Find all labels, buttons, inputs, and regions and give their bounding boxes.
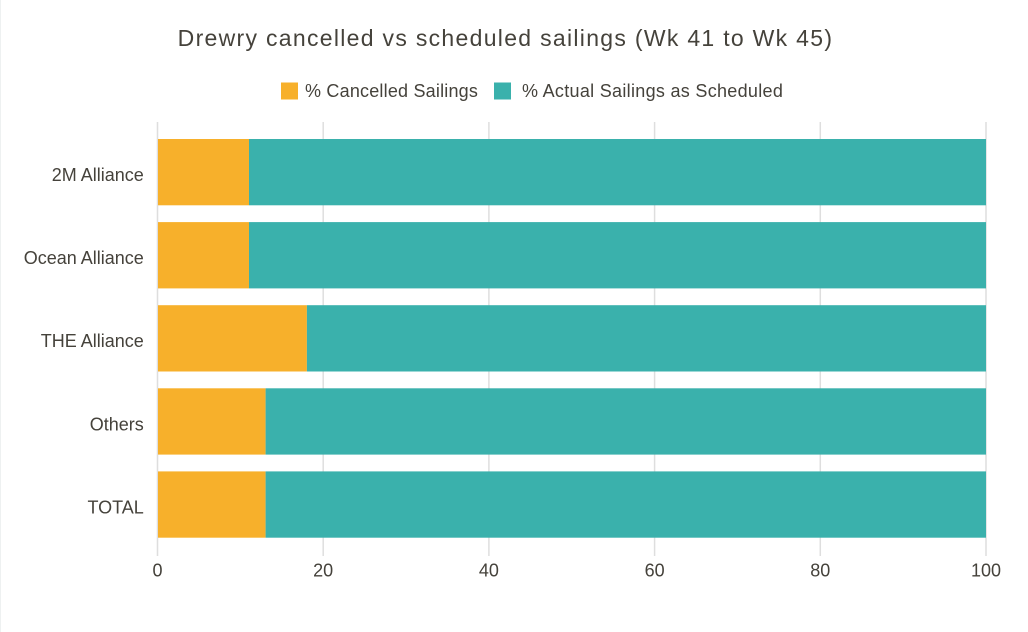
svg-text:20: 20 — [313, 561, 333, 581]
svg-text:0: 0 — [152, 561, 162, 581]
svg-text:Others: Others — [90, 414, 144, 434]
svg-text:100: 100 — [971, 561, 1001, 581]
svg-text:Drewry cancelled vs scheduled: Drewry cancelled vs scheduled sailings (… — [178, 25, 834, 51]
svg-text:40: 40 — [479, 561, 499, 581]
svg-text:% Cancelled Sailings: % Cancelled Sailings — [305, 81, 478, 101]
svg-text:2M Alliance: 2M Alliance — [52, 165, 144, 185]
svg-text:% Actual Sailings as Scheduled: % Actual Sailings as Scheduled — [522, 81, 783, 101]
svg-text:TOTAL: TOTAL — [87, 497, 143, 517]
svg-text:THE Alliance: THE Alliance — [41, 331, 144, 351]
svg-text:Ocean Alliance: Ocean Alliance — [24, 248, 144, 268]
svg-text:80: 80 — [810, 561, 830, 581]
svg-text:60: 60 — [645, 561, 665, 581]
